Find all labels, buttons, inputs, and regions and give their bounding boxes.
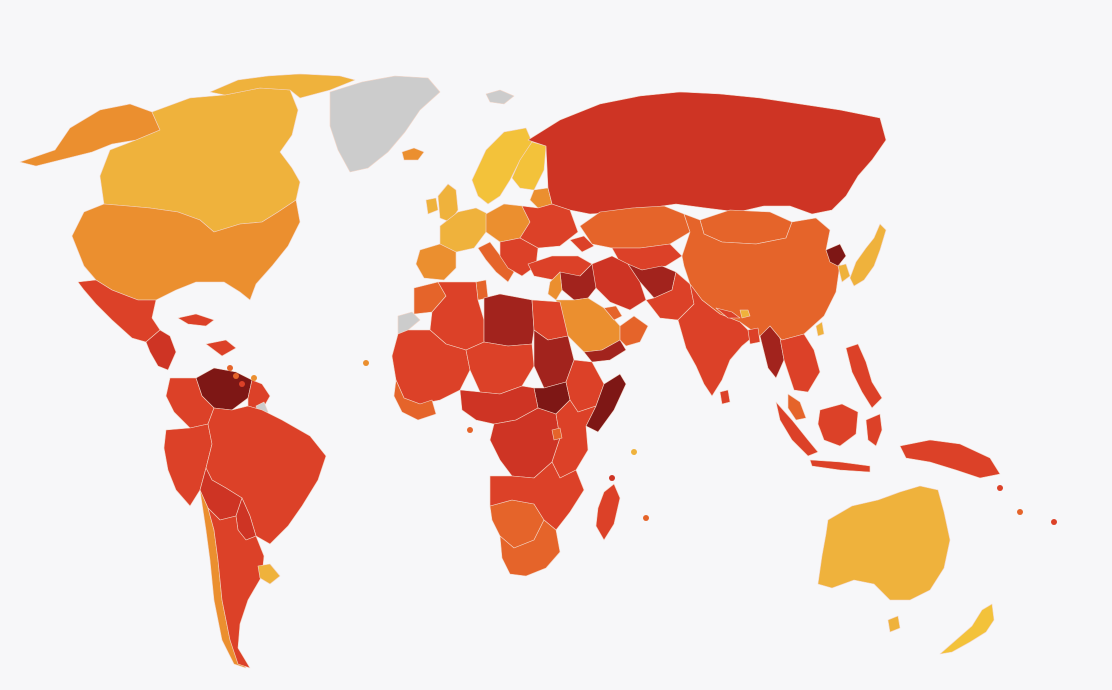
- region-greenland[interactable]: [329, 75, 441, 173]
- island-marker-seychelles[interactable]: [631, 449, 637, 455]
- region-nepal[interactable]: [715, 307, 741, 319]
- region-uk[interactable]: [437, 183, 459, 223]
- region-cuba[interactable]: [177, 313, 215, 327]
- region-balkans[interactable]: [499, 237, 539, 277]
- region-korea[interactable]: [837, 263, 851, 283]
- region-hispaniola[interactable]: [205, 339, 237, 357]
- region-central-america[interactable]: [145, 329, 177, 371]
- region-gulf-states[interactable]: [603, 305, 623, 321]
- region-levant[interactable]: [547, 271, 563, 301]
- island-markers: [227, 360, 1057, 525]
- region-india[interactable]: [677, 283, 755, 397]
- region-myanmar[interactable]: [759, 325, 785, 379]
- region-taiwan[interactable]: [815, 321, 825, 337]
- region-svalbard[interactable]: [485, 89, 515, 105]
- region-niger-chad[interactable]: [465, 341, 535, 395]
- region-north-korea[interactable]: [825, 243, 847, 267]
- island-marker-mauritius[interactable]: [643, 515, 649, 521]
- region-indochina[interactable]: [779, 333, 821, 393]
- region-sri-lanka[interactable]: [719, 389, 731, 405]
- region-madagascar[interactable]: [595, 483, 621, 541]
- region-argentina[interactable]: [207, 507, 265, 669]
- region-iberia[interactable]: [415, 243, 457, 281]
- region-japan[interactable]: [849, 223, 887, 287]
- region-italy[interactable]: [477, 241, 515, 283]
- region-iceland[interactable]: [401, 147, 425, 161]
- island-marker-fiji[interactable]: [1051, 519, 1057, 525]
- region-java[interactable]: [809, 459, 871, 473]
- region-southern-africa[interactable]: [489, 461, 585, 531]
- region-new-zealand[interactable]: [939, 603, 995, 655]
- region-canada-arctic[interactable]: [209, 73, 356, 99]
- island-marker-barbados[interactable]: [251, 375, 257, 381]
- region-uruguay[interactable]: [257, 563, 281, 585]
- island-marker-sao-tome[interactable]: [467, 427, 473, 433]
- region-libya[interactable]: [483, 293, 535, 347]
- island-marker-comoros[interactable]: [609, 475, 615, 481]
- region-bhutan[interactable]: [739, 309, 751, 319]
- region-sumatra[interactable]: [775, 401, 819, 457]
- region-borneo[interactable]: [817, 403, 859, 447]
- region-south-africa[interactable]: [499, 519, 561, 577]
- region-ireland[interactable]: [425, 197, 439, 215]
- region-new-guinea[interactable]: [899, 439, 1001, 479]
- island-marker-vanuatu[interactable]: [1017, 509, 1023, 515]
- region-rwanda[interactable]: [551, 427, 563, 441]
- island-marker-trinidad[interactable]: [239, 381, 245, 387]
- region-caucasus[interactable]: [569, 235, 595, 253]
- region-russia[interactable]: [527, 91, 887, 215]
- region-malaysia[interactable]: [787, 393, 807, 421]
- island-marker-lesser-antilles-1[interactable]: [227, 365, 233, 371]
- island-marker-lesser-antilles-2[interactable]: [233, 373, 239, 379]
- region-senegal-ghana[interactable]: [393, 379, 437, 421]
- region-western-sahara[interactable]: [397, 311, 421, 335]
- region-finland[interactable]: [511, 141, 547, 191]
- island-marker-cabo-verde[interactable]: [363, 360, 369, 366]
- region-east-europe[interactable]: [519, 203, 579, 249]
- region-australia[interactable]: [817, 485, 951, 601]
- region-bangladesh[interactable]: [747, 327, 761, 345]
- island-marker-solomons[interactable]: [997, 485, 1003, 491]
- region-east-africa[interactable]: [551, 399, 597, 479]
- region-oman[interactable]: [619, 315, 649, 347]
- region-philippines[interactable]: [845, 343, 883, 409]
- region-sulawesi[interactable]: [865, 413, 883, 447]
- region-iraq-syria[interactable]: [559, 263, 597, 301]
- region-tasmania[interactable]: [887, 615, 901, 633]
- region-somalia[interactable]: [585, 373, 627, 433]
- region-china[interactable]: [681, 213, 841, 341]
